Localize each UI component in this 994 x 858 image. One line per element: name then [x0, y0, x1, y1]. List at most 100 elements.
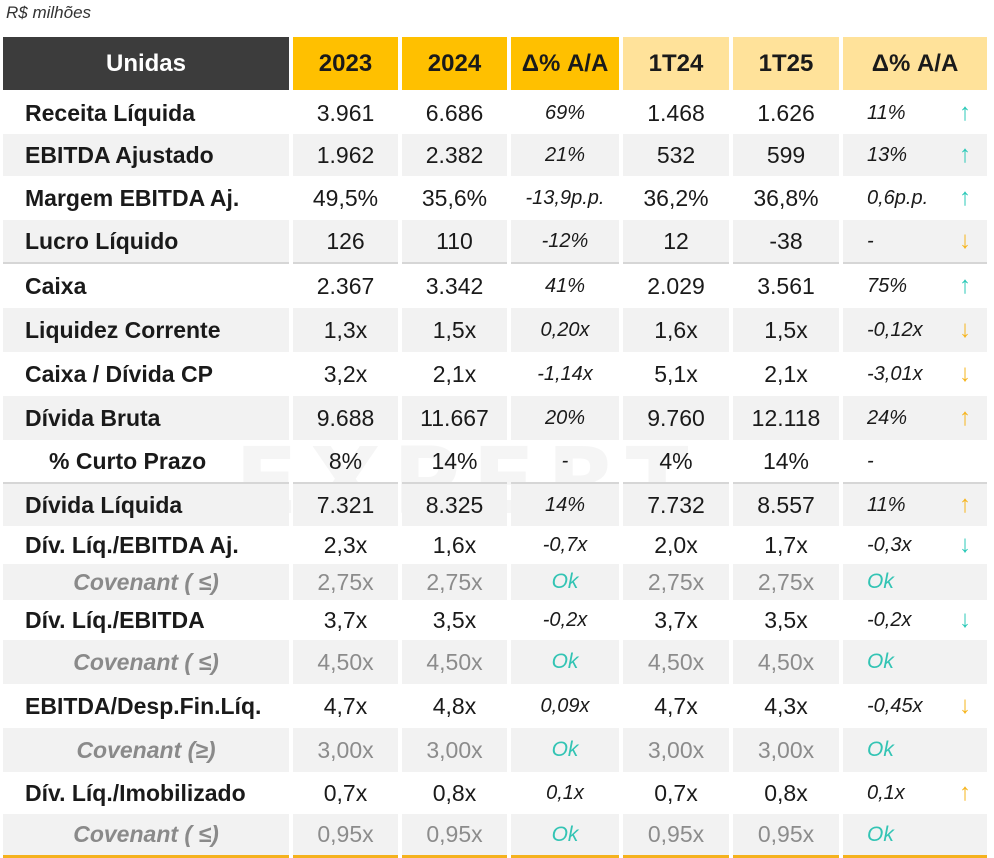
delta-quarter-cell: 75% ↑ — [843, 264, 987, 308]
table-header: Unidas 2023 2024 Δ% A/A 1T24 1T25 Δ% A/A — [3, 37, 991, 90]
value-1t24: 1,6x — [654, 316, 698, 343]
value-2024-cell: 14% — [402, 440, 507, 484]
value-1t24-cell: 5,1x — [623, 352, 729, 396]
header-delta-quarter: Δ% A/A — [843, 37, 987, 90]
delta-quarter-cell: 13% ↑ — [843, 134, 987, 176]
value-1t25: 0,8x — [764, 779, 808, 806]
delta-annual: 20% — [544, 406, 586, 429]
delta-quarter: -0,2x — [867, 608, 912, 631]
row-label: Margem EBITDA Aj. — [25, 184, 240, 211]
value-2024-cell: 4,50x — [402, 640, 507, 684]
value-2023-cell: 0,7x — [293, 772, 398, 814]
delta-annual: Ok — [551, 822, 579, 846]
value-1t24-cell: 4,7x — [623, 684, 729, 728]
value-2024: 1,5x — [432, 316, 477, 343]
row-label-cell: EBITDA/Desp.Fin.Líq. — [3, 684, 289, 728]
delta-quarter: Ok — [867, 650, 894, 673]
value-1t24-cell: 2,75x — [623, 564, 729, 600]
table-row: Liquidez Corrente 1,3x 1,5x 0,20x 1,6x 1,5x -0… — [3, 308, 991, 352]
delta-annual: -12% — [541, 229, 589, 252]
value-2023: 9.688 — [316, 404, 375, 431]
delta-quarter-cell: -0,3x ↓ — [843, 526, 987, 564]
value-1t25: 3,00x — [757, 736, 815, 763]
delta-quarter-cell: -0,2x ↓ — [843, 600, 987, 640]
delta-quarter: 11% — [867, 101, 906, 124]
arrow-up-icon: ↑ — [959, 272, 971, 299]
delta-annual-cell: -0,7x — [511, 526, 619, 564]
row-label-cell: Dív. Líq./EBITDA — [3, 600, 289, 640]
value-2023: 3,7x — [323, 606, 368, 633]
value-1t25: 1,7x — [764, 531, 808, 558]
delta-quarter-cell: 0,6p.p. ↑ — [843, 176, 987, 220]
value-1t24: 0,7x — [654, 779, 698, 806]
value-1t25: 1.626 — [757, 99, 815, 126]
row-label: Covenant (≥) — [76, 736, 216, 763]
value-1t25-cell: 599 — [733, 134, 839, 176]
value-1t25-cell: 3,00x — [733, 728, 839, 772]
row-label: Covenant ( ≤) — [73, 821, 219, 847]
value-2023-cell: 7.321 — [293, 484, 398, 526]
header-2023: 2023 — [293, 37, 398, 90]
value-2023: 2.367 — [316, 272, 375, 299]
value-2023-cell: 2,75x — [293, 564, 398, 600]
value-2024: 35,6% — [421, 184, 488, 211]
value-2024-cell: 110 — [402, 220, 507, 264]
delta-annual-cell: -13,9p.p. — [511, 176, 619, 220]
table-row: Margem EBITDA Aj. 49,5% 35,6% -13,9p.p. 36,2… — [3, 176, 991, 220]
delta-quarter: 24% — [867, 406, 908, 429]
row-label: Dív. Líq./EBITDA Aj. — [25, 531, 239, 558]
delta-quarter: 75% — [867, 274, 908, 297]
value-1t25-cell: 12.118 — [733, 396, 839, 440]
value-1t25: 8.557 — [757, 491, 815, 518]
table-row: EBITDA Ajustado 1.962 2.382 21% 532 599 13% ↑ — [3, 134, 991, 176]
value-2023-cell: 3,00x — [293, 728, 398, 772]
row-label: Dívida Bruta — [25, 404, 161, 431]
row-label: Covenant ( ≤) — [73, 568, 219, 595]
delta-annual: 0,1x — [546, 781, 584, 804]
unit-note: R$ milhões — [6, 3, 92, 22]
value-2023-cell: 8% — [293, 440, 398, 484]
header-unidas: Unidas — [3, 37, 289, 90]
delta-quarter-cell: Ok — [843, 564, 987, 600]
arrow-up-icon: ↑ — [959, 779, 971, 806]
value-1t25: 12.118 — [751, 404, 821, 431]
delta-annual-cell: Ok — [511, 814, 619, 858]
value-2024: 2.382 — [425, 141, 484, 168]
value-1t24-cell: 12 — [623, 220, 729, 264]
row-label: Caixa / Dívida CP — [25, 360, 213, 387]
value-1t25: 2,1x — [764, 360, 808, 387]
value-2023: 126 — [326, 227, 365, 254]
covenant-row: Covenant (≥) 3,00x 3,00x Ok 3,00x 3,00x Ok — [3, 728, 991, 772]
value-2023-cell: 3,7x — [293, 600, 398, 640]
value-1t25: 599 — [766, 141, 806, 168]
value-2024-cell: 3.342 — [402, 264, 507, 308]
value-1t25: 3.561 — [757, 272, 815, 299]
delta-annual-cell: 0,20x — [511, 308, 619, 352]
value-1t24: 3,7x — [654, 606, 698, 633]
row-label: Liquidez Corrente — [25, 316, 221, 343]
value-2023: 3,2x — [323, 360, 368, 387]
value-1t25: 36,8% — [753, 184, 819, 211]
value-1t25: 2,75x — [757, 568, 815, 595]
arrow-down-icon: ↓ — [959, 227, 971, 254]
value-1t24: 9.760 — [647, 404, 705, 431]
value-2024-cell: 1,6x — [402, 526, 507, 564]
delta-annual-cell: 20% — [511, 396, 619, 440]
table-row: EBITDA/Desp.Fin.Líq. 4,7x 4,8x 0,09x 4,7x 4,3… — [3, 684, 991, 728]
delta-annual-cell: -12% — [511, 220, 619, 264]
arrow-down-icon: ↓ — [959, 531, 971, 558]
value-1t24: 0,95x — [647, 821, 705, 847]
value-2024-cell: 3,5x — [402, 600, 507, 640]
delta-quarter: - — [867, 449, 874, 472]
delta-annual: -0,2x — [542, 608, 588, 631]
value-1t25-cell: 4,50x — [733, 640, 839, 684]
table-row: Lucro Líquido 126 110 -12% 12 -38- ↓ — [3, 220, 991, 264]
value-1t24-cell: 1,6x — [623, 308, 729, 352]
row-label: Dív. Líq./Imobilizado — [25, 779, 246, 806]
value-2024-cell: 2.382 — [402, 134, 507, 176]
value-2024-cell: 6.686 — [402, 92, 507, 134]
covenant-row: Covenant ( ≤) 2,75x 2,75x Ok 2,75x 2,75x Ok — [3, 564, 991, 600]
value-2023: 2,75x — [317, 568, 374, 595]
value-1t25-cell: 1.626 — [733, 92, 839, 134]
value-1t25: 4,3x — [764, 692, 808, 719]
